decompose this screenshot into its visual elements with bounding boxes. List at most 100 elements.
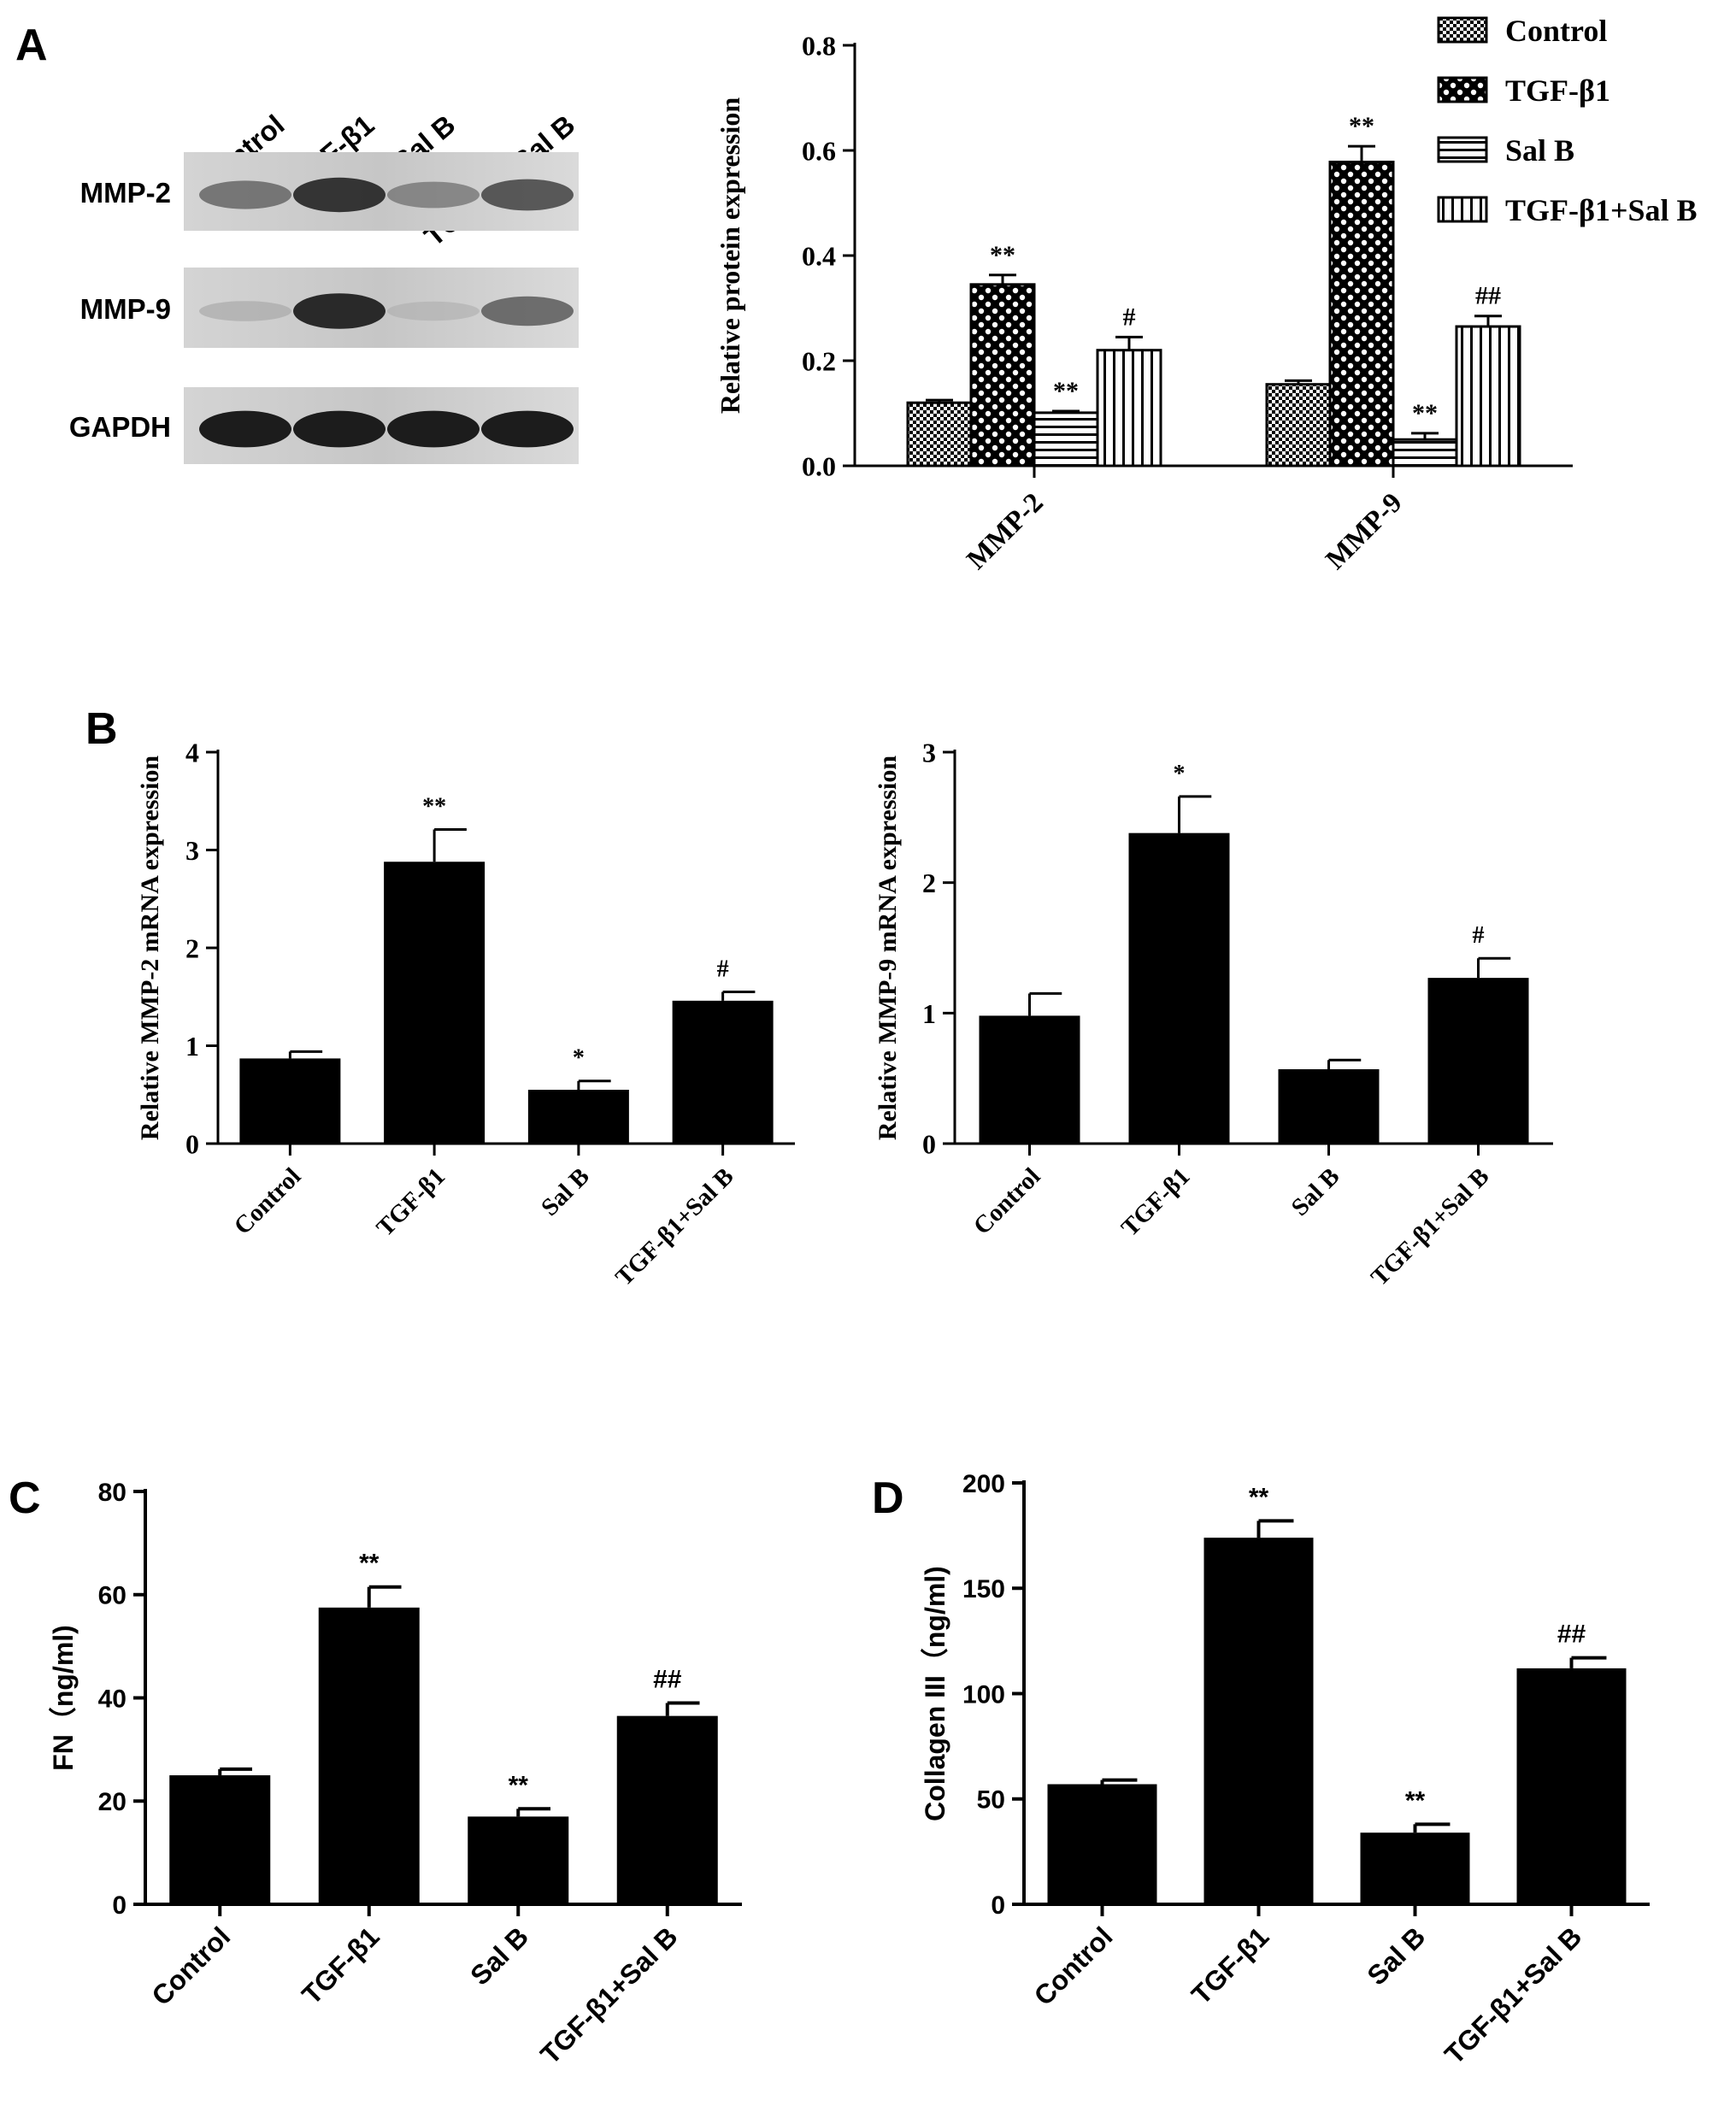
y-tick-label: 80 (98, 1479, 127, 1507)
y-axis-label: Collagen III（ng/ml) (920, 1566, 950, 1821)
y-tick-label: 0.8 (802, 31, 836, 62)
x-tick-label: TGF-β1+Sal B (534, 1921, 683, 2069)
bar (1203, 1538, 1314, 1904)
bar (468, 1816, 569, 1904)
chart-mmp2-mrna: 0 1 2 3 4 Relative MMP-2 mRNA expression Contr… (136, 738, 795, 1291)
significance-mark: ** (990, 241, 1015, 269)
bar (1455, 325, 1521, 468)
bar (1047, 1784, 1157, 1904)
significance-mark: # (1123, 303, 1136, 331)
x-tick-label: TGF-β1+Sal B (610, 1162, 739, 1291)
significance-mark: ** (1349, 112, 1374, 140)
x-tick-label: TGF-β1 (371, 1162, 450, 1242)
significance-mark: ## (653, 1666, 682, 1694)
significance-mark: ## (1475, 282, 1501, 310)
significance-mark: ** (359, 1550, 380, 1578)
significance-mark: # (717, 956, 729, 983)
bar (1392, 438, 1458, 468)
significance-mark: ## (1557, 1621, 1586, 1649)
blot-row-label: MMP-9 (80, 293, 171, 325)
y-tick-label: 0 (922, 1129, 936, 1160)
bar (384, 862, 485, 1144)
significance-mark: ** (1053, 377, 1079, 405)
x-tick-label: TGF-β1 (296, 1921, 385, 2010)
x-tick-label: TGF-β1+Sal B (1366, 1162, 1495, 1291)
bar (1278, 1068, 1380, 1144)
y-axis-label: Relative MMP-2 mRNA expression (136, 756, 164, 1141)
y-tick-label: 0 (185, 1129, 199, 1160)
bar (1427, 978, 1529, 1144)
chart-mmp9-mrna: 0 1 2 3 Relative MMP-9 mRNA expression Contro… (874, 738, 1553, 1291)
blot-band (387, 301, 480, 321)
blot-band (199, 180, 291, 209)
panel-label-a: A (15, 21, 48, 70)
y-tick-label: 2 (922, 868, 936, 898)
legend-entry: TGF-β1+Sal B (1505, 193, 1698, 227)
panel-label-b: B (85, 704, 118, 754)
significance-mark: * (573, 1045, 585, 1072)
y-tick-label: 3 (922, 738, 936, 768)
bar (672, 1000, 774, 1144)
bar (239, 1058, 341, 1144)
blot-band (387, 181, 480, 209)
x-tick-label: MMP-9 (1320, 487, 1408, 575)
blot-band (481, 296, 574, 326)
x-tick-label: TGF-β1 (1186, 1921, 1275, 2010)
significance-mark: * (1174, 761, 1186, 787)
y-tick-label: 0.4 (802, 241, 836, 272)
bar (169, 1775, 271, 1904)
panel-label-d: D (872, 1474, 904, 1523)
y-tick-label: 3 (185, 835, 199, 866)
y-tick-label: 1 (185, 1031, 199, 1062)
bar (1328, 161, 1395, 468)
chart-protein-expression: 0.0 0.2 0.4 0.6 0.8 Relative protein expressi… (715, 14, 1698, 575)
y-axis-label: Relative protein expression (715, 97, 745, 415)
bar (1128, 832, 1230, 1144)
x-tick-label: Control (145, 1921, 236, 2011)
y-tick-label: 150 (962, 1575, 1005, 1603)
bar (1096, 349, 1162, 468)
y-tick-label: 100 (962, 1680, 1005, 1709)
significance-mark: ** (1405, 1786, 1426, 1815)
significance-mark: ** (509, 1771, 529, 1799)
blot-band (293, 410, 385, 448)
y-tick-label: 2 (185, 933, 199, 964)
x-tick-label: Sal B (1361, 1921, 1431, 1991)
bar (979, 1015, 1080, 1144)
y-tick-label: 0.0 (802, 451, 836, 482)
y-tick-label: 20 (98, 1788, 127, 1816)
x-tick-label: Control (968, 1162, 1046, 1240)
bar (1033, 411, 1099, 468)
blot-band (199, 301, 291, 321)
y-axis-label: Relative MMP-9 mRNA expression (874, 756, 902, 1141)
blot-band (481, 179, 574, 211)
y-tick-label: 200 (962, 1470, 1005, 1498)
blot-band (293, 293, 385, 329)
y-tick-label: 0.6 (802, 136, 836, 167)
significance-mark: ** (1412, 399, 1438, 427)
x-tick-label: Control (1028, 1921, 1119, 2011)
bar (969, 283, 1036, 468)
legend-swatch (1437, 136, 1488, 163)
blot-band (293, 177, 385, 213)
y-tick-label: 1 (922, 998, 936, 1029)
x-tick-label: TGF-β1 (1116, 1162, 1196, 1242)
panel-label-c: C (9, 1474, 41, 1523)
bar (616, 1715, 718, 1904)
y-tick-label: 40 (98, 1685, 127, 1713)
significance-mark: ** (422, 793, 446, 820)
y-axis-label: FN（ng/ml) (48, 1625, 79, 1771)
legend-entry: Control (1505, 14, 1607, 48)
bar (318, 1607, 420, 1904)
legend-entry: Sal B (1505, 133, 1574, 168)
legend-entry: TGF-β1 (1505, 74, 1610, 108)
bar (1265, 383, 1332, 468)
x-tick-label: Control (229, 1162, 307, 1240)
x-tick-label: TGF-β1+Sal B (1439, 1921, 1587, 2069)
legend-swatch (1437, 76, 1488, 103)
x-tick-label: MMP-2 (961, 487, 1049, 575)
bar (1360, 1832, 1470, 1904)
blot-row-label: MMP-2 (80, 177, 171, 209)
